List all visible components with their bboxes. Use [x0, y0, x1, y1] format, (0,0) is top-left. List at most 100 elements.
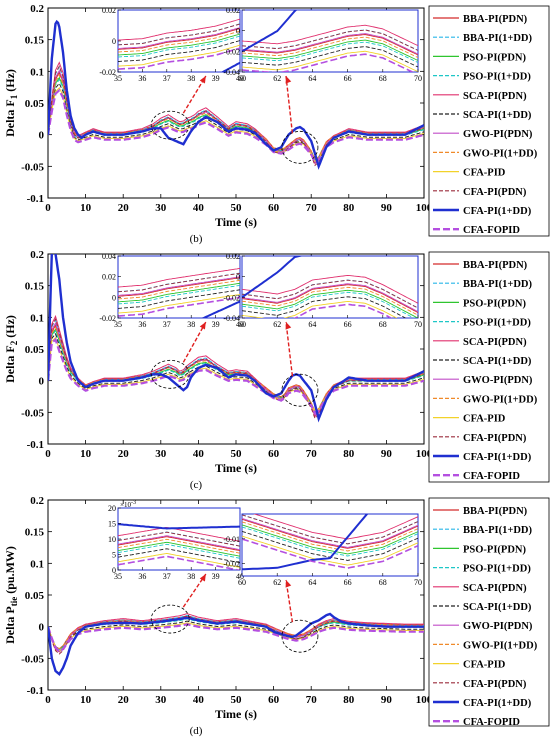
zoom-arrow — [285, 75, 294, 134]
y-axis-label: Delta F1 (Hz) — [3, 69, 19, 137]
inset-y-tick-label: 15 — [108, 520, 116, 529]
x-tick-label: 50 — [231, 202, 243, 214]
x-tick-label: 100 — [416, 694, 433, 706]
x-tick-label: 30 — [155, 202, 167, 214]
inset-series-line — [242, 296, 407, 318]
inset-series-line — [242, 521, 418, 552]
y-tick-label: -0.1 — [27, 685, 44, 697]
y-tick-label: 0 — [39, 376, 45, 388]
panel-label: (b) — [190, 233, 203, 245]
legend-label: GWO-PI(1+DD) — [463, 148, 538, 159]
inset-y-tick-label: -0.04 — [223, 314, 240, 323]
x-tick-label: 80 — [343, 694, 355, 706]
y-tick-label: 0.2 — [30, 495, 44, 507]
legend: BBA-PI(PDN) BBA-PI(1+DD) PSO-PI(PDN) PSO-PI… — [428, 497, 550, 728]
inset-series-line — [118, 27, 240, 49]
inset-series-line — [201, 300, 240, 318]
inset-y-tick-label: -0.02 — [99, 68, 116, 77]
series-line — [48, 332, 424, 414]
legend-label: CFA-PID — [463, 660, 506, 671]
series-line — [48, 74, 424, 161]
inset-x-tick-label: 66 — [344, 578, 352, 587]
inset-y-tick-label: -0.02 — [223, 293, 240, 302]
y-tick-label: 0.15 — [25, 281, 45, 293]
inset-x-tick-label: 35 — [114, 572, 122, 581]
series-line — [48, 324, 424, 413]
inset-series-line — [118, 536, 240, 552]
y-tick-label: -0.05 — [21, 653, 44, 665]
x-tick-label: 40 — [193, 202, 205, 214]
inset-x-tick-label: 36 — [138, 74, 146, 83]
inset-x-tick-label: 68 — [379, 320, 387, 329]
inset-series-line — [242, 274, 418, 304]
inset-y-tick-label: -0.02 — [223, 560, 240, 569]
x-axis-label: Time (s) — [215, 461, 257, 475]
zoom-arrow — [285, 579, 294, 623]
zoom-arrow — [285, 321, 294, 377]
inset-x-tick-label: 70 — [414, 320, 422, 329]
inset-series-line — [118, 282, 240, 303]
y-tick-label: -0.05 — [21, 161, 44, 173]
inset-x-tick-label: 68 — [379, 74, 387, 83]
inset-series-line — [118, 552, 240, 568]
legend-label: CFA-PI(PDN) — [463, 433, 527, 444]
legend: BBA-PI(PDN) BBA-PI(1+DD) PSO-PI(PDN) PSO-PI… — [428, 5, 550, 237]
inset-series-group — [242, 256, 418, 318]
inset-y-tick-label: 0.02 — [102, 6, 116, 15]
inset-series-line — [118, 47, 240, 70]
inset-series-group — [242, 10, 418, 72]
inset-series-line — [118, 548, 240, 564]
inset-x-tick-label: 40 — [236, 74, 244, 83]
inset-x-tick-label: 38 — [187, 572, 195, 581]
zoom-marker-ellipse — [150, 604, 190, 634]
legend-label: BBA-PI(1+DD) — [463, 279, 532, 290]
legend-label: PSO-PI(1+DD) — [463, 564, 531, 575]
series-group — [48, 612, 424, 677]
inset-series-line — [118, 40, 240, 62]
series-group — [48, 254, 424, 423]
x-tick-label: 0 — [45, 202, 51, 214]
inset-y-tick-label: 0 — [236, 273, 240, 282]
inset-series-line — [118, 531, 240, 547]
inset-series-line — [118, 276, 240, 296]
inset-series-line — [118, 35, 240, 58]
inset-chart: 35 36 37 38 39 40 -0.02 0 0.02 — [99, 6, 244, 83]
inset-y-tick-label: 10 — [108, 535, 116, 544]
x-tick-label: 30 — [155, 448, 167, 460]
series-line — [48, 622, 424, 652]
series-line-highlight — [48, 612, 424, 677]
legend: BBA-PI(PDN) BBA-PI(1+DD) PSO-PI(PDN) PSO-PI… — [428, 251, 550, 483]
inset-series-line — [242, 256, 304, 299]
x-tick-label: 80 — [343, 202, 355, 214]
series-line — [48, 76, 424, 162]
inset-series-line — [242, 291, 415, 318]
legend-label: SCA-PI(1+DD) — [463, 602, 532, 613]
series-line — [48, 623, 424, 653]
y-tick-label: 0.15 — [25, 35, 45, 47]
inset-series-line — [118, 272, 240, 293]
inset-series-group — [118, 18, 240, 72]
inset-x-tick-label: 64 — [308, 74, 316, 83]
inset-series-group — [242, 514, 418, 571]
zoom-arrow-head — [199, 574, 206, 582]
inset-series-line — [242, 279, 418, 309]
inset-y-tick-label: 0.02 — [226, 252, 240, 261]
inset-x-tick-label: 66 — [344, 320, 352, 329]
series-line — [48, 88, 424, 164]
zoom-arrow-head — [199, 76, 206, 84]
y-tick-label: 0.05 — [25, 344, 45, 356]
inset-series-line — [118, 541, 240, 557]
inset-series-group — [118, 523, 240, 570]
inset-series-line — [242, 10, 298, 53]
inset-chart: 60 62 64 66 68 70 -0.04 -0.02 0 0.02 — [223, 252, 422, 329]
inset-x-tick-label: 40 — [236, 572, 244, 581]
inset-series-line — [118, 44, 240, 67]
legend-frame — [428, 5, 550, 237]
inset-x-tick-label: 38 — [187, 320, 195, 329]
inset-series-line — [242, 50, 418, 72]
panel-label: (c) — [190, 479, 203, 491]
inset-series-line — [242, 538, 418, 569]
series-line — [48, 317, 424, 420]
x-tick-label: 60 — [268, 448, 280, 460]
inset-x-tick-label: 37 — [163, 320, 171, 329]
